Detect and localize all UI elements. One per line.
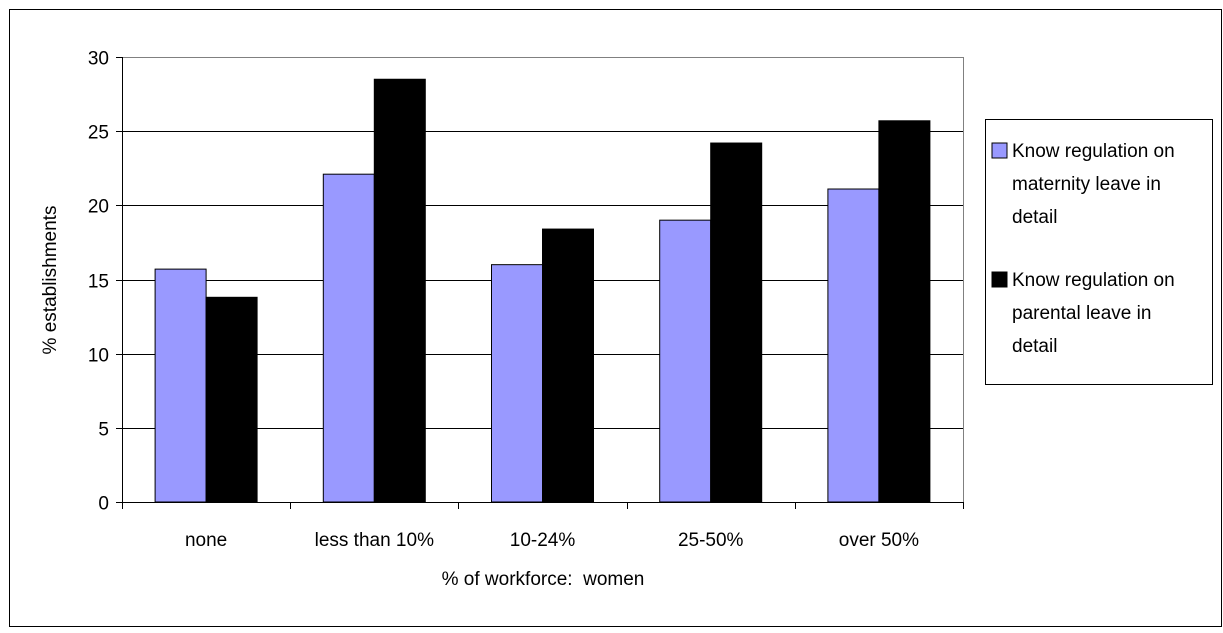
- legend-label-1: detail: [1012, 207, 1057, 228]
- legend-box: [985, 119, 1213, 385]
- bar-series-1-3: [659, 219, 712, 503]
- y-tick-label: 20: [88, 197, 109, 218]
- y-tick-label: 5: [98, 420, 109, 441]
- bar-series-2-1: [373, 78, 426, 503]
- x-tick-label: over 50%: [839, 530, 919, 551]
- legend-label-2: Know regulation on: [1012, 270, 1175, 291]
- bar-series-2-2: [542, 228, 594, 503]
- bar-series-1-2: [491, 264, 543, 503]
- legend-label-1: maternity leave in: [1012, 174, 1161, 195]
- bar-series-2-0: [205, 296, 258, 503]
- y-axis-label: % establishments: [40, 206, 61, 355]
- legend-label-1: Know regulation on: [1012, 141, 1175, 162]
- legend-swatch-1: [991, 142, 1008, 159]
- y-tick-label: 0: [98, 494, 109, 515]
- legend-swatch-2: [991, 271, 1008, 288]
- x-tick-label: none: [185, 530, 227, 551]
- bar-series-2-3: [710, 142, 763, 503]
- y-tick-label: 15: [88, 272, 109, 293]
- x-axis-label: % of workforce: women: [442, 569, 645, 590]
- legend: Know regulation on maternity leave in deta…: [991, 141, 1175, 357]
- legend-label-2: detail: [1012, 336, 1057, 357]
- bar-series-2-4: [878, 120, 931, 503]
- x-tick-label: 10-24%: [510, 530, 576, 551]
- x-tick-label: less than 10%: [315, 530, 434, 551]
- bar-series-1-1: [322, 173, 375, 503]
- x-tick-label: 25-50%: [678, 530, 744, 551]
- bar-series-1-4: [827, 188, 880, 503]
- y-tick-label: 10: [88, 346, 109, 367]
- y-tick-label: 25: [88, 123, 109, 144]
- legend-label-2: parental leave in: [1012, 303, 1151, 324]
- bars: [154, 78, 931, 503]
- bar-series-1-0: [154, 268, 207, 503]
- y-tick-label: 30: [88, 49, 109, 70]
- axes: 0 5 10 15 20 25 30 none less than 10% 10-24% 25-50…: [88, 49, 964, 551]
